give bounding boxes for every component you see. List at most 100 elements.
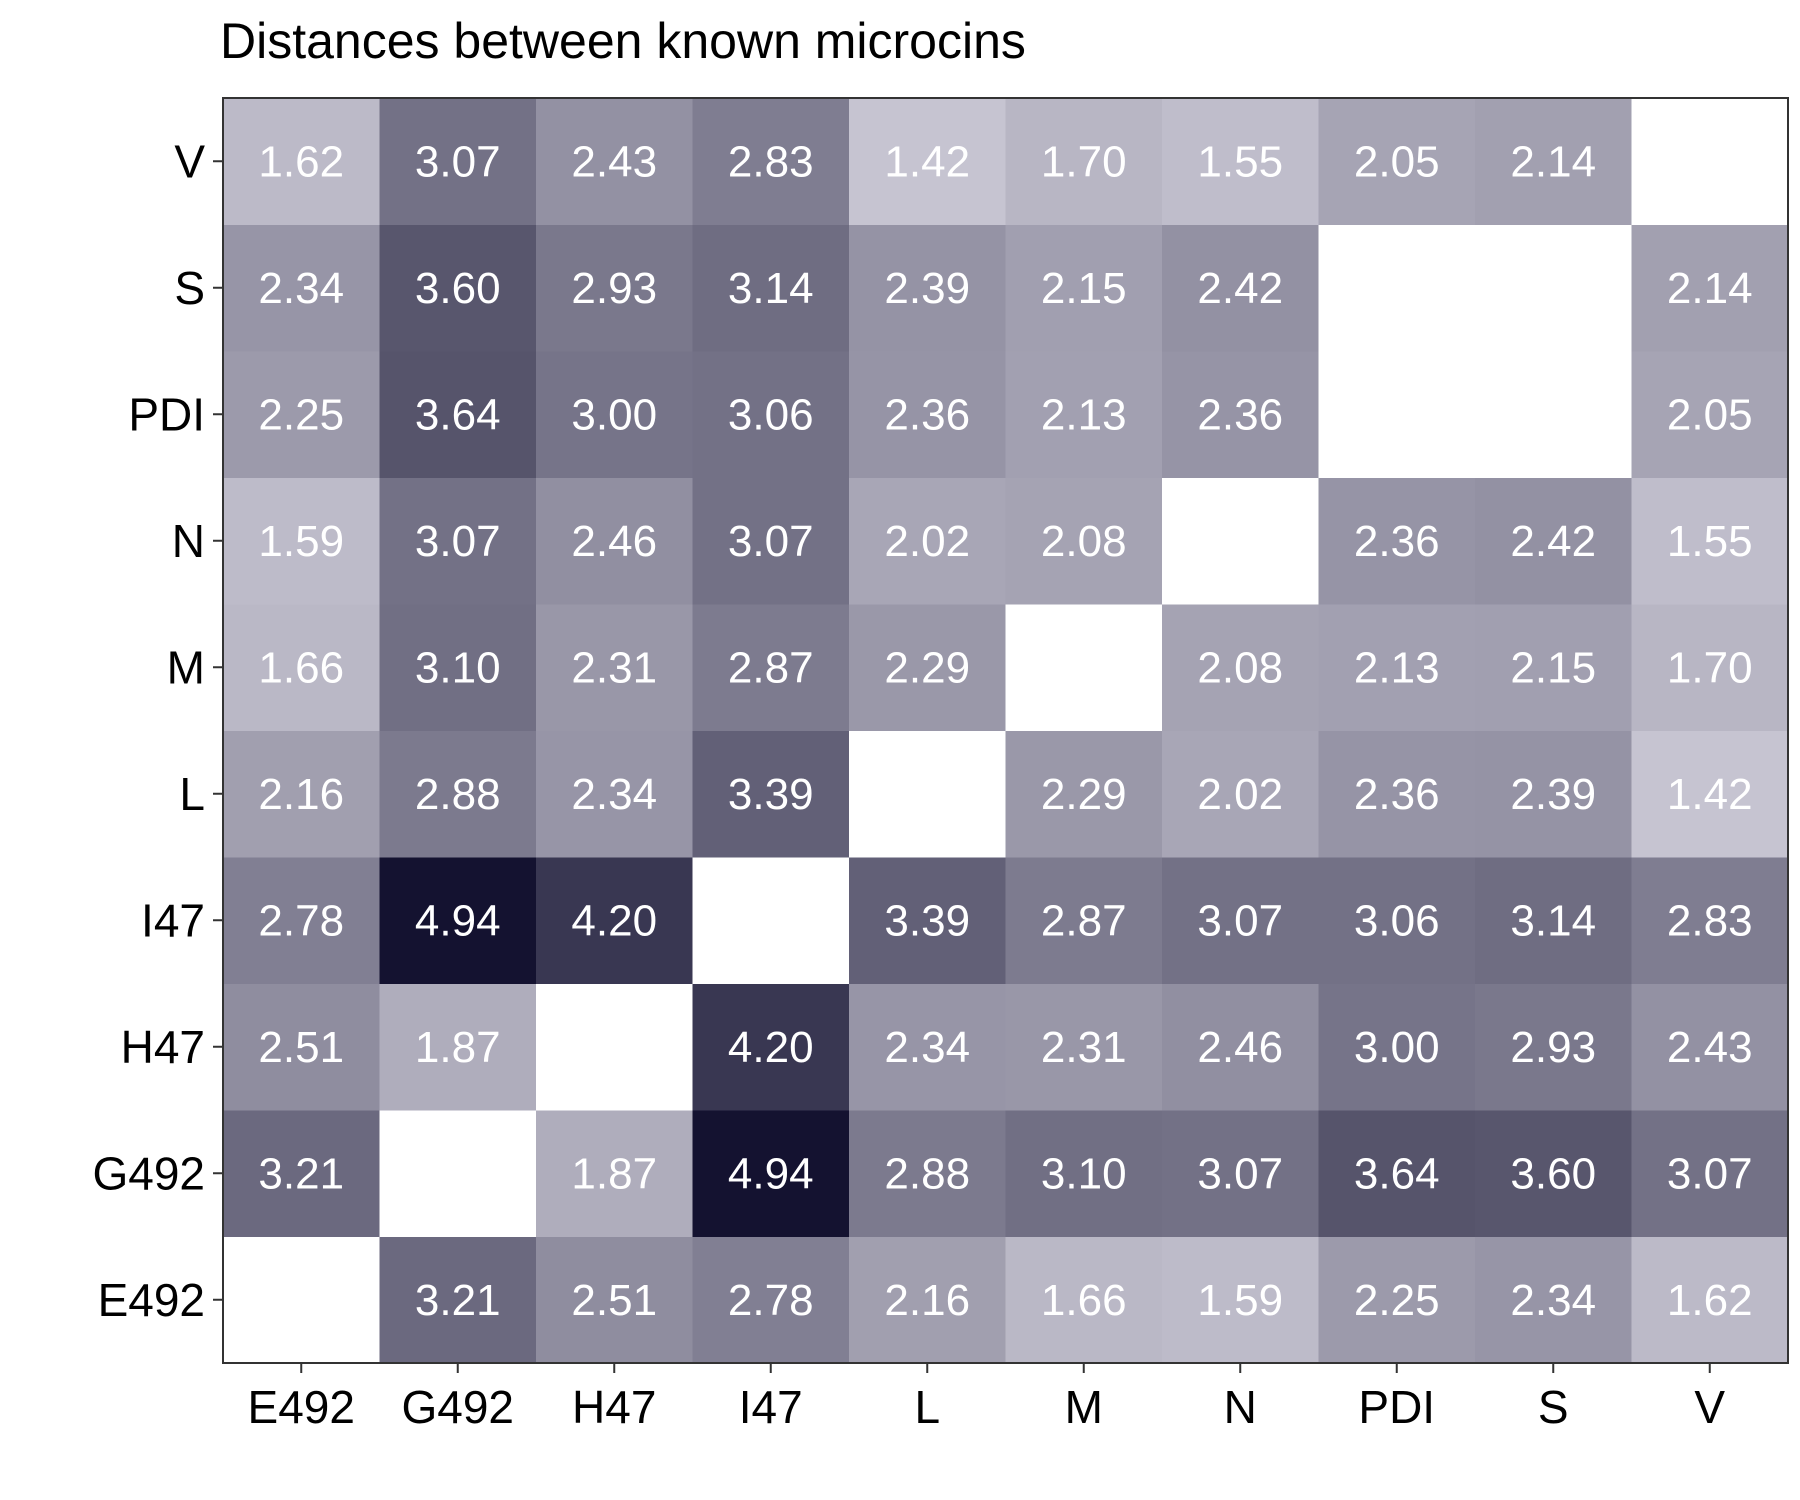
cell-value-label: 2.39 [884,264,970,313]
cell-value-label: 3.00 [1354,1023,1440,1072]
heatmap-cell [1005,857,1163,984]
cell-value-label: 3.07 [1197,896,1283,945]
heatmap-cell [849,1110,1006,1237]
cell-value-label: 2.88 [884,1149,970,1198]
cell-value-label: 2.13 [1041,390,1127,439]
cell-value-label: 3.64 [415,390,501,439]
cell-value-label: 3.06 [1354,896,1440,945]
y-tick-label: E492 [98,1274,205,1326]
heatmap-cell [223,351,380,478]
heatmap-cell [849,604,1006,731]
heatmap-cell [223,857,380,984]
cell-value-label: 2.88 [415,770,501,819]
cell-value-label: 1.55 [1667,517,1753,566]
cell-value-label: 2.36 [1197,390,1283,439]
heatmap-cell [692,98,850,225]
heatmap-cell [379,351,537,478]
heatmap-cell [1631,730,1789,858]
heatmap-cell [1318,857,1476,984]
heatmap-cell [1318,604,1476,731]
heatmap-cell [223,604,380,731]
cell-value-label: 3.21 [415,1276,501,1325]
heatmap-cell [536,1110,693,1237]
heatmap-cell [849,98,1006,225]
cell-value-label: 2.78 [728,1276,814,1325]
heatmap-cell [223,983,380,1111]
heatmap-cell [692,730,850,858]
heatmap-cell [1475,224,1632,352]
cell-value-label: 2.34 [571,770,657,819]
cell-value-label: 2.14 [1510,137,1596,186]
heatmap-cell [379,983,537,1111]
y-tick-label: V [174,135,205,187]
heatmap-cell [849,224,1006,352]
cell-value-label: 1.87 [571,1149,657,1198]
cell-value-label: 4.94 [415,896,501,945]
cell-value-label: 2.15 [1510,643,1596,692]
cell-value-label: 1.55 [1197,137,1283,186]
cell-value-label: 2.16 [884,1276,970,1325]
heatmap-cell [1162,1110,1319,1237]
cell-value-label: 2.05 [1667,390,1753,439]
cell-value-label: 2.93 [571,264,657,313]
cell-value-label: 2.25 [258,390,344,439]
heatmap-cell [1318,1110,1476,1237]
cell-value-label: 2.87 [728,643,814,692]
heatmap-cell [1162,730,1319,858]
heatmap-cell [849,730,1006,858]
cell-value-label: 2.08 [1041,517,1127,566]
heatmap-cell [1005,98,1163,225]
cell-value-label: 1.87 [415,1023,501,1072]
heatmap-cell [379,857,537,984]
cell-value-label: 2.05 [1354,137,1440,186]
heatmap-cell [692,1110,850,1237]
heatmap-cell [849,857,1006,984]
y-tick-label: H47 [121,1021,205,1073]
heatmap-cell [536,857,693,984]
cell-value-label: 1.66 [1041,1276,1127,1325]
heatmap-cell [849,983,1006,1111]
heatmap-cell [849,351,1006,478]
heatmap-cell [1475,477,1632,605]
cell-value-label: 2.31 [1041,1023,1127,1072]
cell-value-label: 2.34 [258,264,344,313]
heatmap-cell [379,98,537,225]
heatmap-cell [223,730,380,858]
heatmap-cell [1318,224,1476,352]
heatmap-cell [1318,730,1476,858]
cell-value-label: 1.42 [884,137,970,186]
heatmap-cell [536,477,693,605]
heatmap-cell [379,604,537,731]
cell-value-label: 3.07 [1197,1149,1283,1198]
heatmap-cell [536,604,693,731]
x-tick-label: G492 [401,1381,514,1433]
cell-value-label: 2.31 [571,643,657,692]
cell-value-label: 2.25 [1354,1276,1440,1325]
heatmap-cell [1475,983,1632,1111]
cell-value-label: 2.43 [571,137,657,186]
x-tick-label: S [1538,1381,1569,1433]
heatmap-cell [1631,224,1789,352]
y-tick-label: L [179,768,205,820]
cell-value-label: 3.60 [415,264,501,313]
heatmap-cell [536,98,693,225]
heatmap-cell [692,224,850,352]
cell-value-label: 2.42 [1510,517,1596,566]
cell-value-label: 3.07 [728,517,814,566]
cell-value-label: 2.83 [1667,896,1753,945]
x-tick-label: N [1224,1381,1257,1433]
heatmap-cell [1005,224,1163,352]
chart-title: Distances between known microcins [220,13,1026,69]
cell-value-label: 2.15 [1041,264,1127,313]
cell-value-label: 2.93 [1510,1023,1596,1072]
heatmap-cell [1162,1236,1319,1364]
heatmap-cell [1162,604,1319,731]
heatmap-cell [379,1110,537,1237]
heatmap-cell [692,857,850,984]
heatmap-cell [1475,857,1632,984]
heatmap-cell [1318,98,1476,225]
heatmap-cells [223,98,1789,1364]
heatmap-cell [692,604,850,731]
cell-value-label: 2.83 [728,137,814,186]
y-tick-label: G492 [92,1147,205,1199]
